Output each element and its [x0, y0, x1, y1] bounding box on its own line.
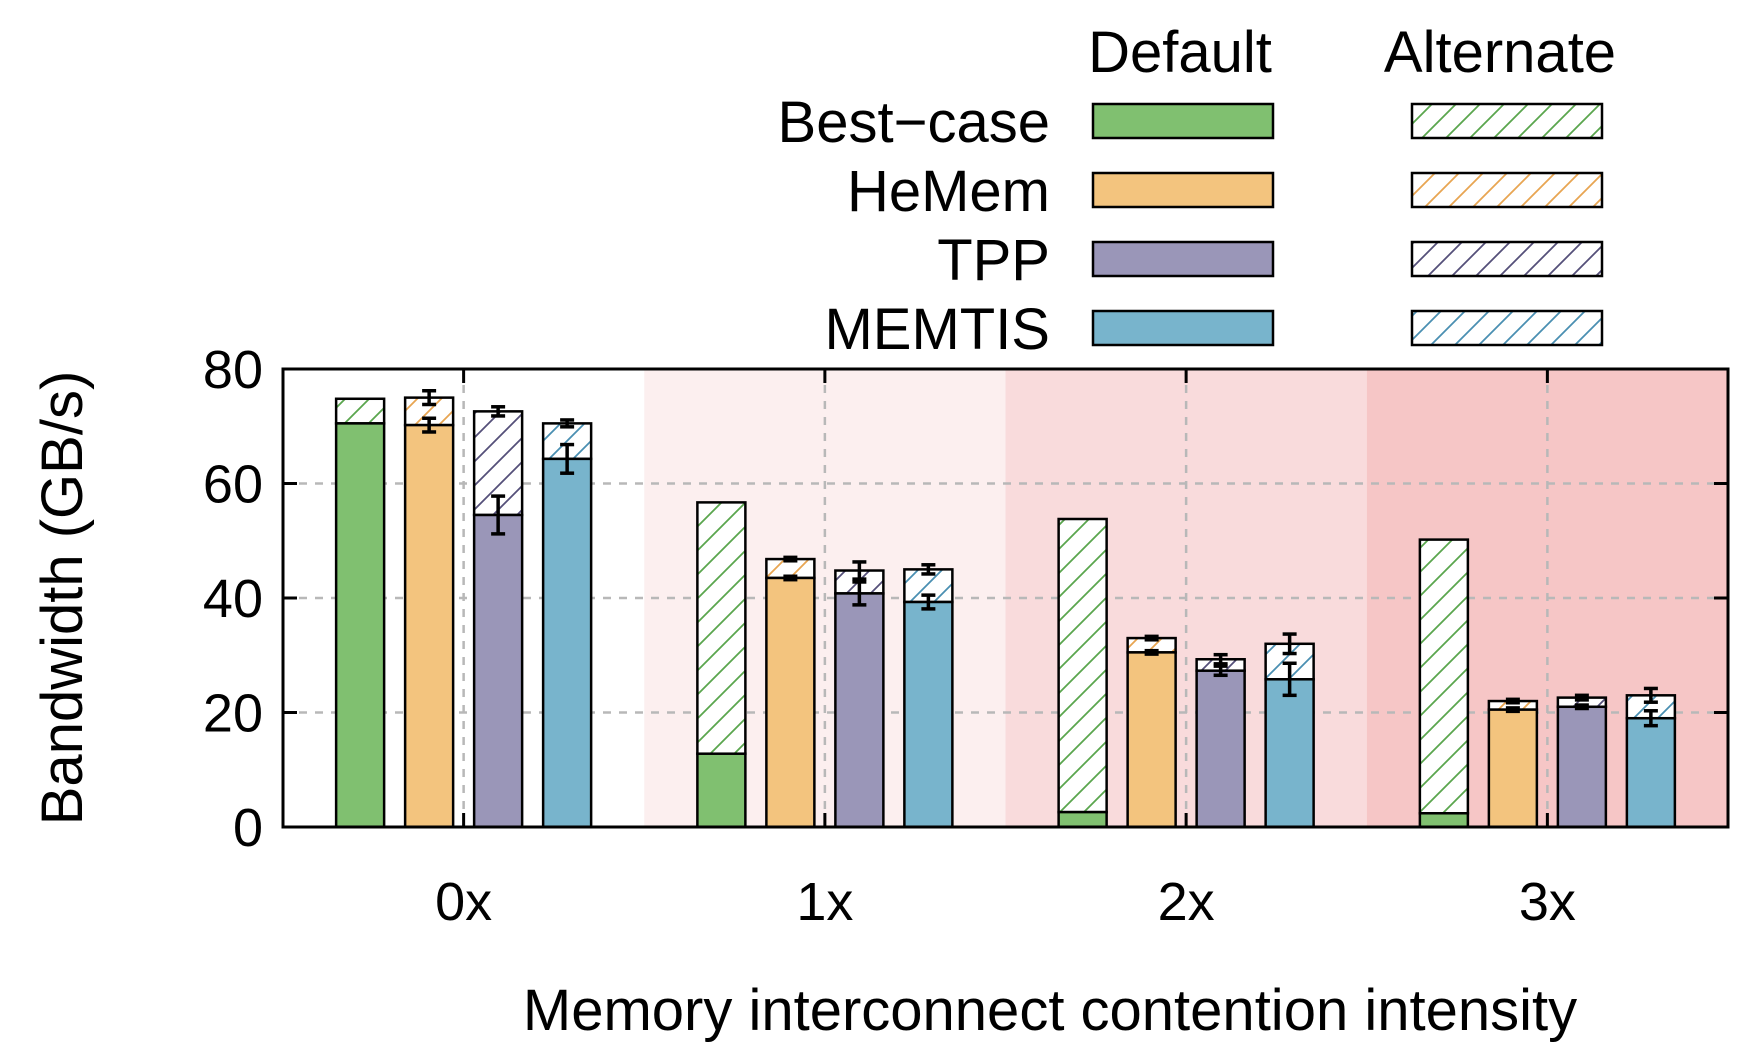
- error-bar-alternate-memtis-1x: [921, 563, 936, 576]
- x-tick-label-0x: 0x: [435, 872, 492, 932]
- legend-swatch-default-hemem: [1091, 171, 1275, 209]
- legend: Default Alternate Best−caseHeMemTPPMEMTI…: [778, 20, 1617, 362]
- error-bar-default-memtis-0x: [560, 442, 575, 475]
- bar-alternate-best-case-2x: [1057, 517, 1108, 814]
- error-bar-alternate-memtis-2x: [1282, 632, 1297, 656]
- bar-default-hemem-3x: [1487, 708, 1539, 829]
- error-bar-default-memtis-3x: [1643, 709, 1658, 728]
- bar-alternate-best-case-3x: [1418, 538, 1470, 815]
- bar-default-memtis-0x: [541, 457, 593, 829]
- bar-default-hemem-0x: [403, 423, 455, 829]
- error-bar-default-hemem-0x: [422, 416, 437, 434]
- error-bar-default-tpp-3x: [1574, 703, 1589, 711]
- y-axis-ticks: 0 20 40 60 80: [203, 340, 1728, 858]
- x-axis-title: Memory interconnect contention intensity: [523, 978, 1577, 1043]
- bar-default-tpp-2x: [1195, 669, 1246, 829]
- y-tick-label: 20: [203, 684, 263, 744]
- y-tick-label: 80: [203, 340, 263, 400]
- bar-default-memtis-1x: [903, 600, 954, 829]
- bar-alternate-best-case-1x: [696, 501, 747, 755]
- error-bar-alternate-hemem-2x: [1144, 634, 1159, 642]
- error-bars: [422, 389, 1658, 728]
- error-bar-default-hemem-1x: [783, 574, 798, 582]
- legend-header-alternate: Alternate: [1384, 20, 1616, 85]
- x-axis-ticks: 0x 1x 2x 3x: [435, 369, 1576, 932]
- x-tick-label-2x: 2x: [1158, 872, 1215, 932]
- legend-label-tpp: TPP: [937, 228, 1050, 293]
- legend-swatch-default-memtis: [1091, 309, 1275, 347]
- grid-lines: [283, 369, 1728, 827]
- bar-default-hemem-2x: [1126, 651, 1177, 829]
- error-bar-default-hemem-3x: [1505, 706, 1520, 714]
- error-bar-alternate-hemem-3x: [1505, 697, 1520, 705]
- legend-swatch-alternate-best-case: [1410, 102, 1604, 140]
- error-bar-alternate-hemem-1x: [783, 555, 798, 563]
- error-bar-default-memtis-2x: [1282, 661, 1297, 698]
- error-bar-alternate-tpp-0x: [491, 405, 506, 418]
- y-tick-label: 60: [203, 455, 263, 515]
- error-bar-alternate-tpp-1x: [852, 560, 867, 581]
- legend-swatch-alternate-hemem: [1410, 171, 1604, 209]
- bar-alternate-best-case-0x: [334, 397, 386, 425]
- error-bar-default-tpp-2x: [1213, 664, 1228, 678]
- error-bar-default-tpp-0x: [491, 494, 506, 536]
- y-tick-label: 0: [233, 798, 263, 858]
- error-bar-alternate-tpp-2x: [1213, 652, 1228, 666]
- legend-swatch-alternate-tpp: [1410, 240, 1604, 278]
- x-tick-label-3x: 3x: [1519, 872, 1576, 932]
- y-axis-title: Bandwidth (GB/s): [30, 371, 95, 826]
- error-bar-alternate-hemem-0x: [422, 389, 437, 407]
- y-tick-label: 40: [203, 569, 263, 629]
- legend-swatch-alternate-memtis: [1410, 309, 1604, 347]
- error-bar-alternate-memtis-0x: [560, 418, 575, 429]
- error-bar-alternate-tpp-3x: [1574, 693, 1589, 702]
- error-bar-default-memtis-1x: [921, 593, 936, 611]
- legend-label-best-case: Best−case: [778, 90, 1050, 155]
- bar-default-hemem-1x: [765, 576, 816, 829]
- error-bar-alternate-memtis-3x: [1643, 686, 1658, 704]
- bar-default-tpp-0x: [472, 513, 524, 829]
- bar-default-memtis-2x: [1264, 678, 1315, 829]
- legend-label-memtis: MEMTIS: [824, 297, 1050, 362]
- bar-default-best-case-3x: [1418, 812, 1470, 829]
- x-tick-label-1x: 1x: [796, 872, 853, 932]
- bar-default-best-case-2x: [1057, 810, 1108, 829]
- error-bar-default-hemem-2x: [1144, 648, 1159, 656]
- bar-default-memtis-3x: [1625, 716, 1677, 829]
- bar-default-tpp-1x: [834, 592, 885, 829]
- bar-default-best-case-0x: [334, 422, 386, 829]
- legend-swatch-default-tpp: [1091, 240, 1275, 278]
- legend-swatch-default-best-case: [1091, 102, 1275, 140]
- bar-default-tpp-3x: [1556, 705, 1608, 829]
- error-bar-default-tpp-1x: [852, 580, 867, 607]
- legend-header-default: Default: [1088, 20, 1272, 85]
- bar-default-best-case-1x: [696, 752, 747, 829]
- bar-groups: [334, 396, 1677, 829]
- legend-label-hemem: HeMem: [847, 159, 1050, 224]
